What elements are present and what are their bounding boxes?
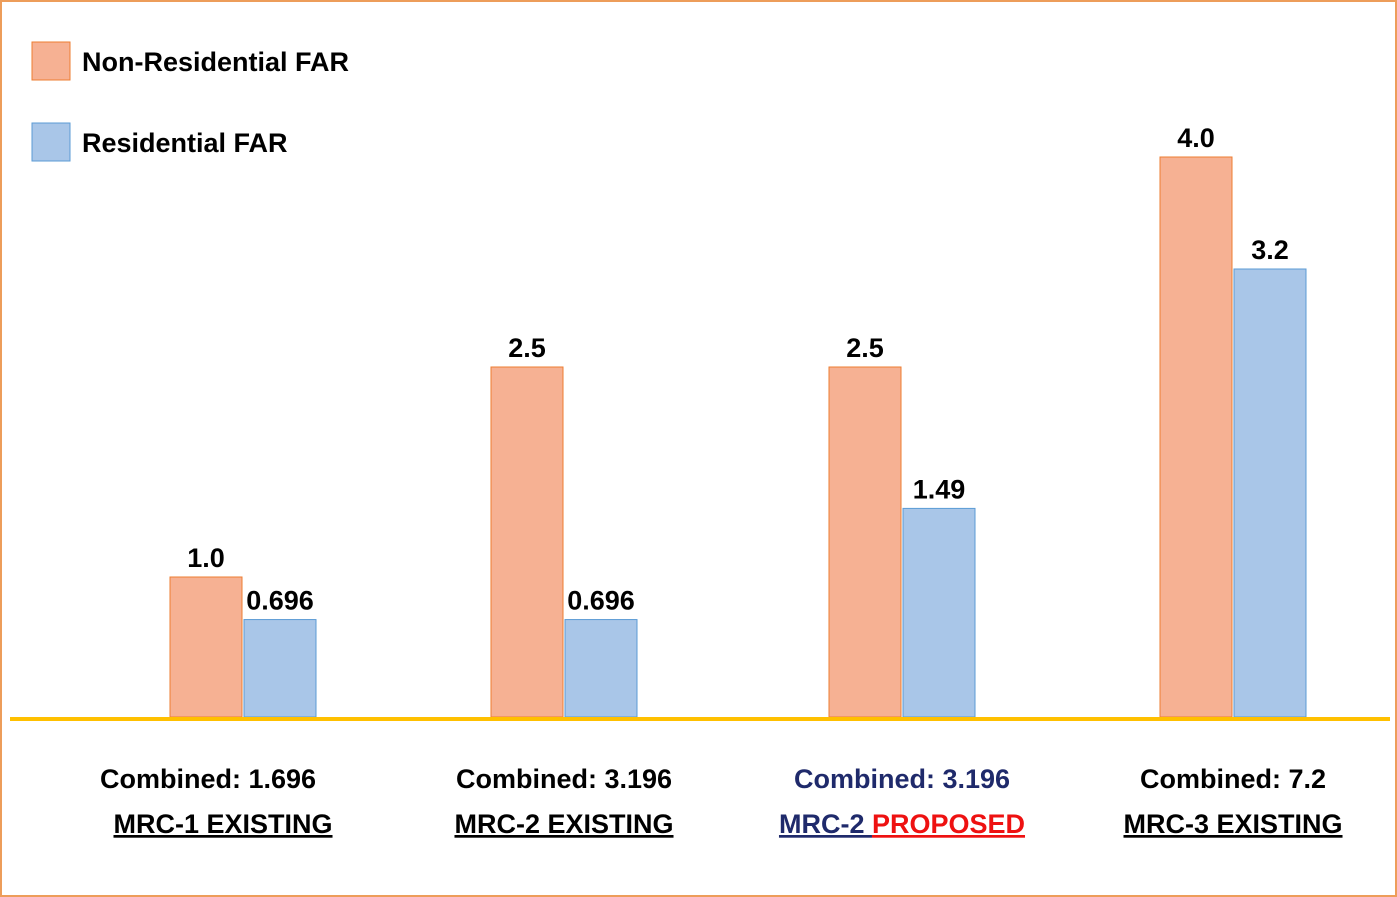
combined-label: Combined: 7.2 bbox=[1140, 764, 1326, 794]
category-label-part: MRC-2 EXISTING bbox=[454, 809, 673, 839]
value-label: 1.0 bbox=[187, 543, 225, 573]
value-label: 0.696 bbox=[567, 586, 635, 616]
legend-swatch bbox=[31, 122, 71, 162]
combined-label: Combined: 1.696 bbox=[100, 764, 316, 794]
category-label-part: MRC-3 EXISTING bbox=[1123, 809, 1342, 839]
value-label: 0.696 bbox=[246, 586, 314, 616]
combined-label: Combined: 3.196 bbox=[456, 764, 672, 794]
category-label-part: PROPOSED bbox=[872, 809, 1025, 839]
legend-label: Non-Residential FAR bbox=[82, 47, 349, 77]
bar bbox=[243, 619, 317, 718]
legend-label: Residential FAR bbox=[82, 128, 288, 158]
category-label: MRC-1 EXISTING bbox=[113, 809, 332, 839]
category-label: MRC-2 EXISTING bbox=[454, 809, 673, 839]
legend-swatch bbox=[31, 41, 71, 81]
category-label-part: MRC-1 EXISTING bbox=[113, 809, 332, 839]
bar bbox=[564, 619, 638, 718]
bar bbox=[169, 576, 243, 718]
bar bbox=[902, 507, 976, 718]
category-label: MRC-3 EXISTING bbox=[1123, 809, 1342, 839]
value-label: 4.0 bbox=[1177, 123, 1215, 153]
value-label: 2.5 bbox=[846, 333, 884, 363]
bar bbox=[1159, 156, 1233, 718]
bar bbox=[490, 366, 564, 718]
combined-label: Combined: 3.196 bbox=[794, 764, 1010, 794]
category-label: MRC-2 PROPOSED bbox=[779, 809, 1025, 839]
category-label-part: MRC-2 bbox=[779, 809, 872, 839]
value-label: 1.49 bbox=[913, 475, 966, 505]
value-label: 3.2 bbox=[1251, 235, 1289, 265]
value-label: 2.5 bbox=[508, 333, 546, 363]
bar bbox=[828, 366, 902, 718]
bar bbox=[1233, 268, 1307, 718]
